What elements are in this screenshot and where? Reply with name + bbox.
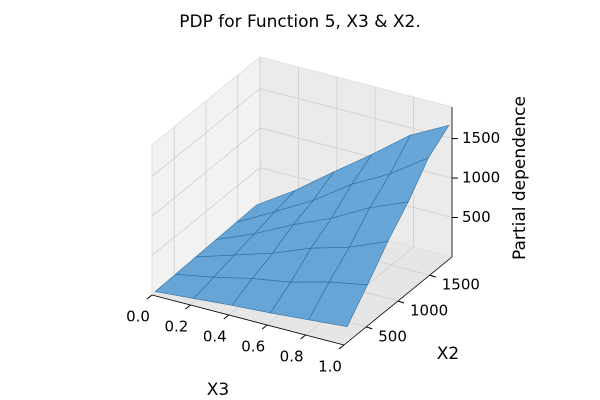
y-axis-label: X2	[437, 344, 459, 364]
z-tick-label: 500	[462, 208, 491, 226]
x-tick-label: 0.0	[126, 308, 150, 326]
y-tick-label: 1000	[410, 302, 448, 320]
x-tick	[261, 324, 268, 330]
z-tick-label: 1000	[462, 169, 500, 187]
y-tick	[366, 326, 373, 330]
x-tick-label: 0.4	[203, 328, 227, 346]
x-tick-label: 0.8	[280, 348, 304, 366]
x-tick	[223, 314, 230, 320]
surface-cell	[308, 281, 368, 327]
x-axis-label: X3	[207, 380, 229, 400]
grid-line	[151, 88, 261, 177]
x-tick	[338, 344, 345, 350]
x-tick-label: 0.2	[164, 318, 188, 336]
y-tick-label: 500	[378, 327, 407, 345]
x-tick-label: 0.6	[241, 338, 265, 356]
grid-line	[259, 88, 453, 139]
axis-line	[151, 294, 345, 346]
y-tick-label: 1500	[442, 276, 480, 294]
y-tick	[397, 300, 405, 304]
grid-line	[151, 127, 261, 217]
axis-line	[343, 256, 453, 346]
chart-title: PDP for Function 5, X3 & X2.	[179, 12, 421, 32]
grid-line	[151, 167, 261, 256]
y-tick	[429, 274, 436, 278]
x-tick	[185, 304, 191, 310]
x-tick-label: 1.0	[318, 358, 342, 376]
x-tick	[300, 334, 306, 340]
z-tick-label: 1500	[462, 129, 500, 147]
z-axis-label: Partial dependence	[510, 96, 530, 260]
x-tick	[146, 294, 153, 300]
